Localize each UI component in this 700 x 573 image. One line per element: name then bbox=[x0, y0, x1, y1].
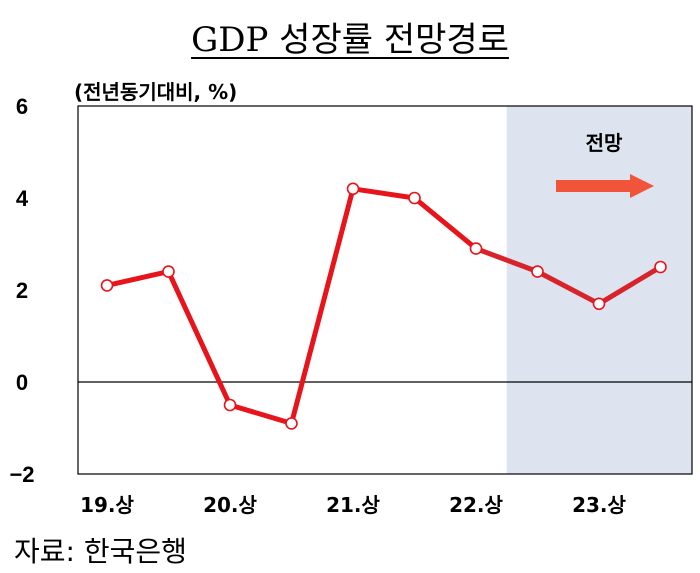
data-point bbox=[408, 191, 421, 205]
chart-title: GDP 성장률 전망경로 bbox=[191, 20, 509, 60]
forecast-label: 전망 bbox=[586, 131, 623, 155]
series-line-segment bbox=[535, 269, 602, 307]
series-line-segment bbox=[412, 195, 479, 252]
series-line-segment bbox=[350, 186, 417, 201]
data-point bbox=[346, 182, 360, 196]
data-point bbox=[223, 398, 237, 412]
y-tick-label: −2 bbox=[9, 462, 34, 487]
x-tick-label: 23.상 bbox=[572, 493, 626, 517]
forecast-arrow-icon bbox=[556, 174, 654, 198]
unit-label: (전년동기대비, %) bbox=[74, 80, 238, 104]
source-note: 자료: 한국은행 bbox=[14, 535, 187, 568]
y-tick-label: 2 bbox=[16, 278, 28, 303]
plot-frame bbox=[77, 105, 693, 475]
series-line-segment bbox=[166, 269, 233, 408]
y-tick-label: 0 bbox=[16, 370, 28, 395]
x-tick-label: 21.상 bbox=[326, 493, 380, 517]
x-tick-label: 22.상 bbox=[449, 493, 503, 517]
data-point bbox=[285, 417, 298, 430]
data-point bbox=[100, 279, 114, 292]
y-tick-label: 6 bbox=[16, 94, 28, 119]
data-point bbox=[531, 265, 544, 278]
series-line-segment bbox=[289, 186, 356, 426]
data-point bbox=[162, 265, 175, 278]
data-point bbox=[592, 297, 606, 311]
data-point bbox=[469, 242, 483, 255]
y-tick-label: 4 bbox=[16, 186, 29, 211]
x-tick-label: 19.상 bbox=[80, 493, 134, 517]
series-line-segment bbox=[596, 264, 663, 307]
x-tick-label: 20.상 bbox=[203, 493, 257, 517]
forecast-region bbox=[506, 106, 692, 474]
data-point bbox=[654, 260, 667, 274]
series-line-segment bbox=[473, 246, 540, 275]
series-line-segment bbox=[104, 269, 171, 288]
series-line-segment bbox=[227, 402, 294, 426]
